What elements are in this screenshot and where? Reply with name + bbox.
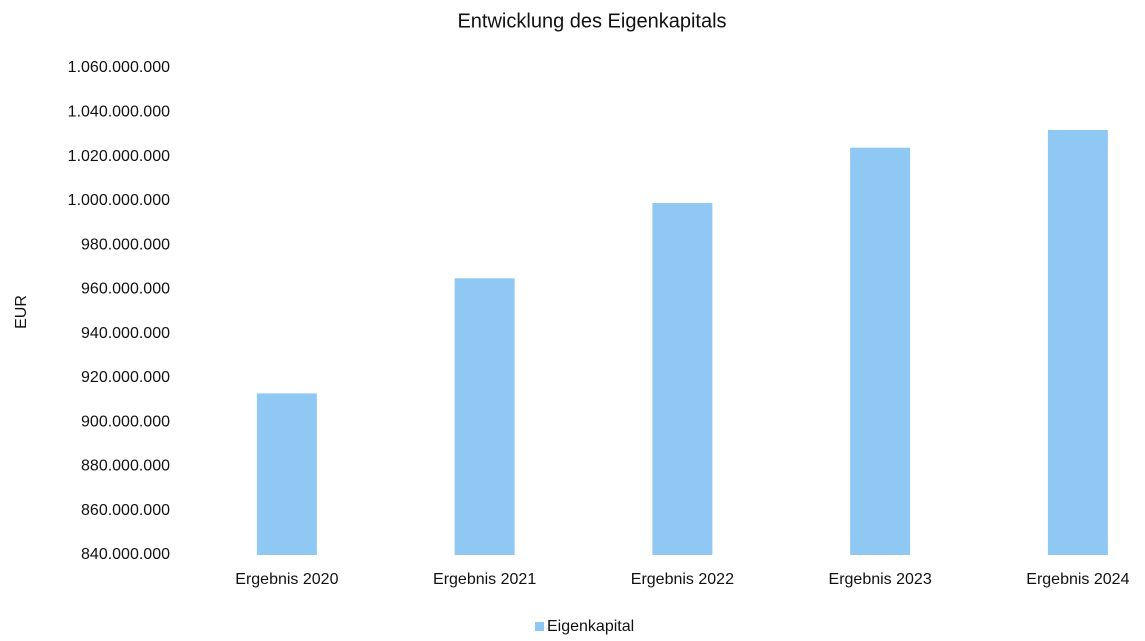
x-tick-label: Ergebnis 2021 [433, 571, 536, 588]
chart-title: Entwicklung des Eigenkapitals [457, 10, 726, 32]
bar [850, 147, 911, 555]
y-tick-label: 980.000.000 [81, 236, 170, 253]
y-tick-label: 1.060.000.000 [68, 59, 170, 76]
x-tick-label: Ergebnis 2022 [631, 571, 734, 588]
y-axis-label: EUR [13, 295, 30, 329]
x-tick-label: Ergebnis 2023 [829, 571, 932, 588]
legend-swatch [535, 622, 544, 631]
x-tick-label: Ergebnis 2024 [1026, 571, 1129, 588]
y-tick-label: 1.020.000.000 [68, 148, 170, 165]
bar [454, 278, 515, 555]
y-tick-label: 960.000.000 [81, 281, 170, 298]
bar [652, 203, 713, 556]
y-tick-label: 1.000.000.000 [68, 192, 170, 209]
y-tick-label: 1.040.000.000 [68, 103, 170, 120]
x-tick-label: Ergebnis 2020 [235, 571, 338, 588]
bar [1047, 129, 1108, 555]
y-tick-label: 900.000.000 [81, 413, 170, 430]
y-tick-label: 920.000.000 [81, 369, 170, 386]
y-tick-label: 840.000.000 [81, 546, 170, 563]
y-tick-label: 860.000.000 [81, 502, 170, 519]
y-tick-label: 940.000.000 [81, 325, 170, 342]
legend-label: Eigenkapital [547, 618, 634, 635]
bar [256, 393, 317, 555]
y-tick-label: 880.000.000 [81, 458, 170, 475]
